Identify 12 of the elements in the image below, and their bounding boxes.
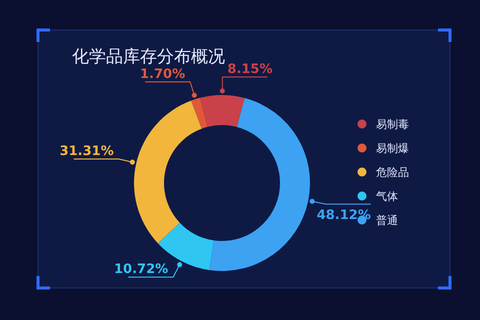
data-label: 10.72%	[114, 262, 168, 278]
legend-label: 气体	[376, 190, 398, 203]
data-label: 48.12%	[316, 208, 371, 224]
data-label: 8.15%	[227, 62, 273, 77]
chart-title: 化学品库存分布概况	[72, 47, 225, 67]
legend-label: 易制爆	[376, 142, 409, 155]
data-label: 31.31%	[60, 144, 114, 160]
donut-slice	[134, 100, 202, 244]
legend-label: 危险品	[376, 166, 409, 179]
data-label: 1.70%	[140, 66, 186, 82]
legend-label: 易制毒	[376, 118, 409, 131]
legend-label: 普通	[376, 214, 398, 227]
